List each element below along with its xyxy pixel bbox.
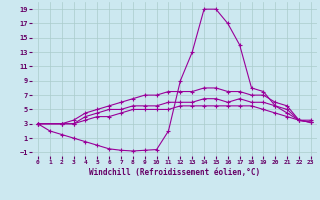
X-axis label: Windchill (Refroidissement éolien,°C): Windchill (Refroidissement éolien,°C) [89,168,260,177]
